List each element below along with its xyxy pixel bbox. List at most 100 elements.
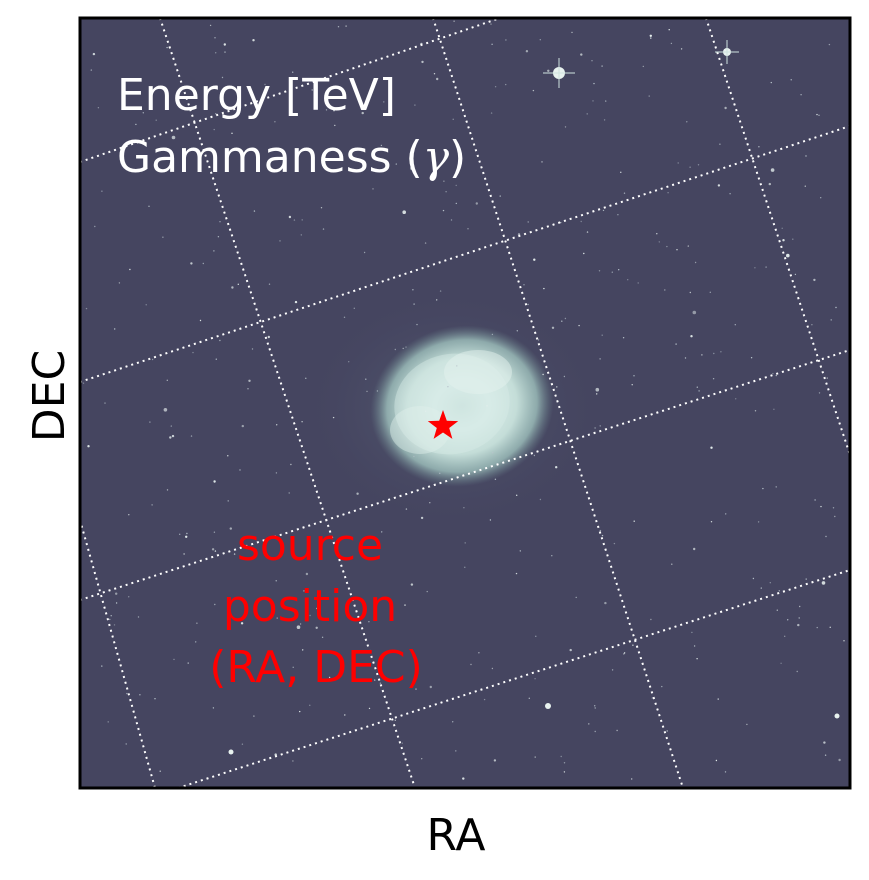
background-star [601, 534, 604, 537]
background-star [754, 410, 757, 412]
background-star [195, 641, 197, 643]
background-star [202, 262, 204, 265]
background-star [797, 623, 800, 627]
background-star [775, 374, 777, 377]
background-star [215, 52, 217, 54]
background-star [137, 616, 140, 618]
background-star [101, 190, 103, 192]
background-star [443, 180, 445, 182]
background-star [426, 590, 428, 593]
background-star [724, 106, 727, 110]
background-star [455, 202, 457, 205]
background-star [118, 282, 121, 284]
background-star [790, 79, 792, 81]
background-star [491, 333, 494, 336]
background-star [192, 351, 194, 354]
background-star [145, 304, 147, 306]
background-star [686, 121, 688, 123]
background-star [142, 112, 144, 114]
background-star [786, 253, 790, 258]
background-star [713, 352, 715, 355]
background-star [491, 43, 493, 45]
background-star [650, 618, 652, 621]
background-star [442, 209, 445, 212]
background-star [592, 100, 594, 102]
background-star [264, 83, 266, 86]
background-star [413, 455, 415, 458]
gamma-symbol: γ [423, 132, 450, 183]
background-star [251, 348, 254, 350]
background-star [668, 29, 670, 31]
background-star [782, 239, 785, 242]
background-star [588, 723, 590, 725]
background-star [632, 644, 634, 646]
background-star [128, 596, 130, 598]
background-star [542, 373, 544, 376]
background-star [241, 743, 244, 745]
background-star [676, 249, 678, 251]
background-star [439, 472, 441, 474]
background-star [363, 251, 366, 254]
background-star [709, 291, 711, 293]
background-star [505, 39, 507, 41]
background-star [677, 162, 679, 164]
background-star [229, 527, 232, 530]
background-star [532, 89, 535, 92]
background-star [799, 605, 801, 608]
background-star [829, 626, 831, 628]
background-star [353, 307, 355, 309]
background-star [814, 499, 816, 501]
energy-label: Energy [TeV] [117, 70, 396, 121]
background-star [115, 592, 118, 595]
background-star [725, 513, 727, 515]
background-star [828, 43, 831, 46]
background-star [523, 284, 525, 286]
background-star [333, 110, 335, 112]
background-star [750, 357, 753, 359]
background-star [650, 37, 652, 39]
background-star [593, 82, 595, 85]
background-star [233, 553, 236, 555]
background-star [666, 730, 668, 732]
background-star [671, 563, 673, 565]
background-star [616, 729, 618, 732]
y-axis-label: DEC [24, 350, 75, 442]
background-star [594, 427, 596, 429]
background-star [631, 384, 633, 386]
source-position-line2: position [223, 581, 397, 632]
background-star [325, 109, 328, 111]
background-star [170, 425, 172, 427]
background-star [405, 346, 407, 348]
background-star [547, 69, 550, 73]
background-star [179, 533, 181, 535]
background-star [149, 421, 151, 423]
background-star [658, 241, 660, 243]
background-star [804, 185, 806, 187]
background-star [516, 330, 518, 332]
background-star [305, 377, 307, 379]
background-star [729, 193, 731, 195]
background-star [712, 378, 715, 380]
background-star [768, 182, 771, 186]
background-star [525, 50, 529, 53]
background-star [642, 65, 644, 68]
background-star [227, 500, 229, 502]
background-star [594, 707, 596, 709]
background-star [820, 505, 822, 508]
background-star [82, 382, 85, 384]
background-star [148, 205, 150, 207]
background-star [820, 197, 822, 199]
background-star [279, 240, 281, 242]
background-star [372, 188, 374, 190]
background-star [113, 624, 116, 626]
background-star [110, 615, 112, 617]
gammaness-close: ) [449, 132, 466, 183]
background-star [535, 635, 537, 637]
background-star [601, 334, 603, 336]
background-star [769, 582, 771, 584]
background-star [687, 245, 689, 247]
gammaness-text: Gammaness ( [117, 132, 423, 183]
background-star [780, 662, 782, 664]
background-star [649, 34, 652, 37]
